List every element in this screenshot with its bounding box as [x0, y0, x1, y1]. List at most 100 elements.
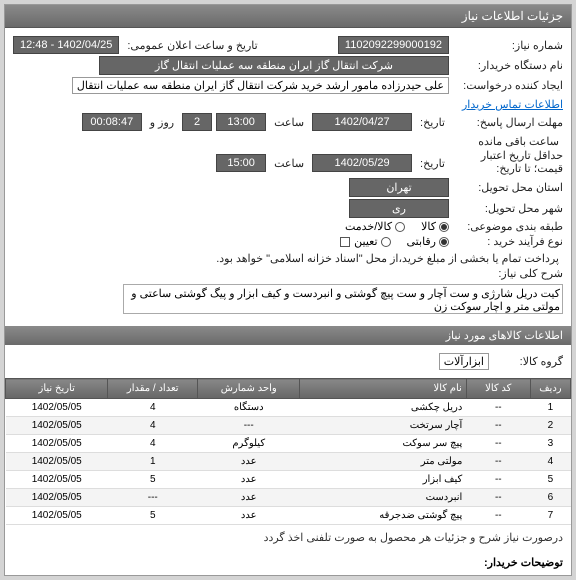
table-row[interactable]: 6--انبردستعدد---1402/05/05	[6, 489, 571, 507]
time-word-1: ساعت	[270, 116, 308, 129]
buyer-note-label: توضیحات خریدار:	[5, 550, 571, 575]
cell-row: 6	[530, 489, 570, 507]
cell-date: 1402/05/05	[6, 489, 108, 507]
date-word-2: تاریخ:	[416, 157, 449, 170]
cat-opt2-label: کالا/خدمت	[345, 220, 392, 233]
buy-opt2-label: تعیین	[354, 235, 377, 248]
remain-label: ساعت باقی مانده	[474, 135, 563, 148]
need-no-value: 1102092299000192	[338, 36, 449, 54]
cell-code: --	[466, 507, 530, 525]
cell-row: 3	[530, 435, 570, 453]
th-code: کد کالا	[466, 379, 530, 399]
form-area: شماره نیاز: 1102092299000192 تاریخ و ساع…	[5, 28, 571, 322]
cell-code: --	[466, 453, 530, 471]
cell-date: 1402/05/05	[6, 435, 108, 453]
announce-label: تاریخ و ساعت اعلان عمومی:	[123, 39, 261, 52]
cell-code: --	[466, 399, 530, 417]
cell-name: پیچ گوشتی ضدجرقه	[300, 507, 466, 525]
desc-textarea[interactable]	[123, 284, 563, 314]
cell-code: --	[466, 471, 530, 489]
table-row[interactable]: 5--کیف ابزارعدد51402/05/05	[6, 471, 571, 489]
city-label: شهر محل تحویل:	[453, 202, 563, 215]
cat-radio-group: کالا کالا/خدمت	[345, 220, 449, 233]
cell-name: انبردست	[300, 489, 466, 507]
creator-value: علی حیدرزاده مامور ارشد خرید شرکت انتقال…	[72, 77, 449, 94]
cell-qty: 4	[108, 435, 198, 453]
table-row[interactable]: 7--پیچ گوشتی ضدجرقهعدد51402/05/05	[6, 507, 571, 525]
cat-opt1-label: کالا	[421, 220, 436, 233]
items-table: ردیف کد کالا نام کالا واحد شمارش تعداد /…	[5, 378, 571, 525]
cell-row: 5	[530, 471, 570, 489]
time-word-2: ساعت	[270, 157, 308, 170]
cell-code: --	[466, 435, 530, 453]
deadline-date: 1402/04/27	[312, 113, 412, 131]
date-word: تاریخ:	[416, 116, 449, 129]
desc-label: شرح کلی نیاز:	[453, 267, 563, 280]
cat-opt-2[interactable]: کالا/خدمت	[345, 220, 405, 233]
cat-opt-1[interactable]: کالا	[421, 220, 449, 233]
buy-opt-1[interactable]: رقابتی	[407, 235, 449, 248]
cell-qty: 4	[108, 399, 198, 417]
th-row: ردیف	[530, 379, 570, 399]
buy-opt1-label: رقابتی	[407, 235, 436, 248]
cell-unit: عدد	[198, 471, 300, 489]
deadline-label: مهلت ارسال پاسخ:	[453, 116, 563, 129]
th-date: تاریخ نیاز	[6, 379, 108, 399]
buy-opt-2[interactable]: تعیین	[354, 235, 390, 248]
loc-label: استان محل تحویل:	[453, 181, 563, 194]
radio-icon	[381, 237, 391, 247]
cell-row: 7	[530, 507, 570, 525]
buy-label: نوع فرآیند خرید :	[453, 235, 563, 248]
cell-unit: عدد	[198, 507, 300, 525]
cell-qty: 5	[108, 507, 198, 525]
valid-date: 1402/05/29	[312, 154, 412, 172]
radio-icon	[439, 222, 449, 232]
min-valid-l2: قیمت؛ تا تاریخ:	[496, 163, 563, 175]
cell-unit: عدد	[198, 453, 300, 471]
cell-qty: 1	[108, 453, 198, 471]
table-row[interactable]: 3--پیچ سر سوکتکیلوگرم41402/05/05	[6, 435, 571, 453]
cell-date: 1402/05/05	[6, 507, 108, 525]
cell-name: مولتی متر	[300, 453, 466, 471]
cell-row: 1	[530, 399, 570, 417]
need-no-label: شماره نیاز:	[453, 39, 563, 52]
valid-time: 15:00	[216, 154, 266, 172]
device-label: نام دستگاه خریدار:	[453, 59, 563, 72]
announce-value: 1402/04/25 - 12:48	[13, 36, 119, 54]
th-qty: تعداد / مقدار	[108, 379, 198, 399]
cell-name: کیف ابزار	[300, 471, 466, 489]
cat-label: طبقه بندی موضوعی:	[453, 220, 563, 233]
cell-date: 1402/05/05	[6, 417, 108, 435]
cell-qty: 4	[108, 417, 198, 435]
city-value: ری	[349, 199, 449, 218]
detail-panel: جزئیات اطلاعات نیاز شماره نیاز: 11020922…	[4, 4, 572, 576]
cell-name: دریل چکشی	[300, 399, 466, 417]
contact-link[interactable]: اطلاعات تماس خریدار	[462, 98, 563, 111]
deadline-time: 13:00	[216, 113, 266, 131]
table-row[interactable]: 2--آچار سرتخت---41402/05/05	[6, 417, 571, 435]
loc-value: تهران	[349, 178, 449, 197]
cell-unit: ---	[198, 417, 300, 435]
cell-unit: کیلوگرم	[198, 435, 300, 453]
table-header-row: ردیف کد کالا نام کالا واحد شمارش تعداد /…	[6, 379, 571, 399]
min-valid-label: حداقل تاریخ اعتبار قیمت؛ تا تاریخ:	[453, 150, 563, 176]
cell-unit: دستگاه	[198, 399, 300, 417]
cell-row: 4	[530, 453, 570, 471]
pay-note: پرداخت تمام یا بخشی از مبلغ خرید،از محل …	[212, 252, 563, 265]
cell-qty: ---	[108, 489, 198, 507]
pay-checkbox[interactable]	[340, 237, 350, 247]
table-row[interactable]: 1--دریل چکشیدستگاه41402/05/05	[6, 399, 571, 417]
cell-date: 1402/05/05	[6, 399, 108, 417]
grp-label: گروه کالا:	[493, 355, 563, 368]
buyer-note: درصورت نیاز شرح و جزئیات هر محصول به صور…	[5, 525, 571, 550]
remain-time: 00:08:47	[82, 113, 142, 131]
creator-label: ایجاد کننده درخواست:	[453, 79, 563, 92]
items-header: اطلاعات کالاهای مورد نیاز	[5, 326, 571, 345]
cell-row: 2	[530, 417, 570, 435]
cell-name: آچار سرتخت	[300, 417, 466, 435]
radio-icon	[395, 222, 405, 232]
table-row[interactable]: 4--مولتی مترعدد11402/05/05	[6, 453, 571, 471]
cell-code: --	[466, 489, 530, 507]
device-value: شرکت انتقال گاز ایران منطقه سه عملیات ان…	[99, 56, 449, 75]
radio-icon	[439, 237, 449, 247]
